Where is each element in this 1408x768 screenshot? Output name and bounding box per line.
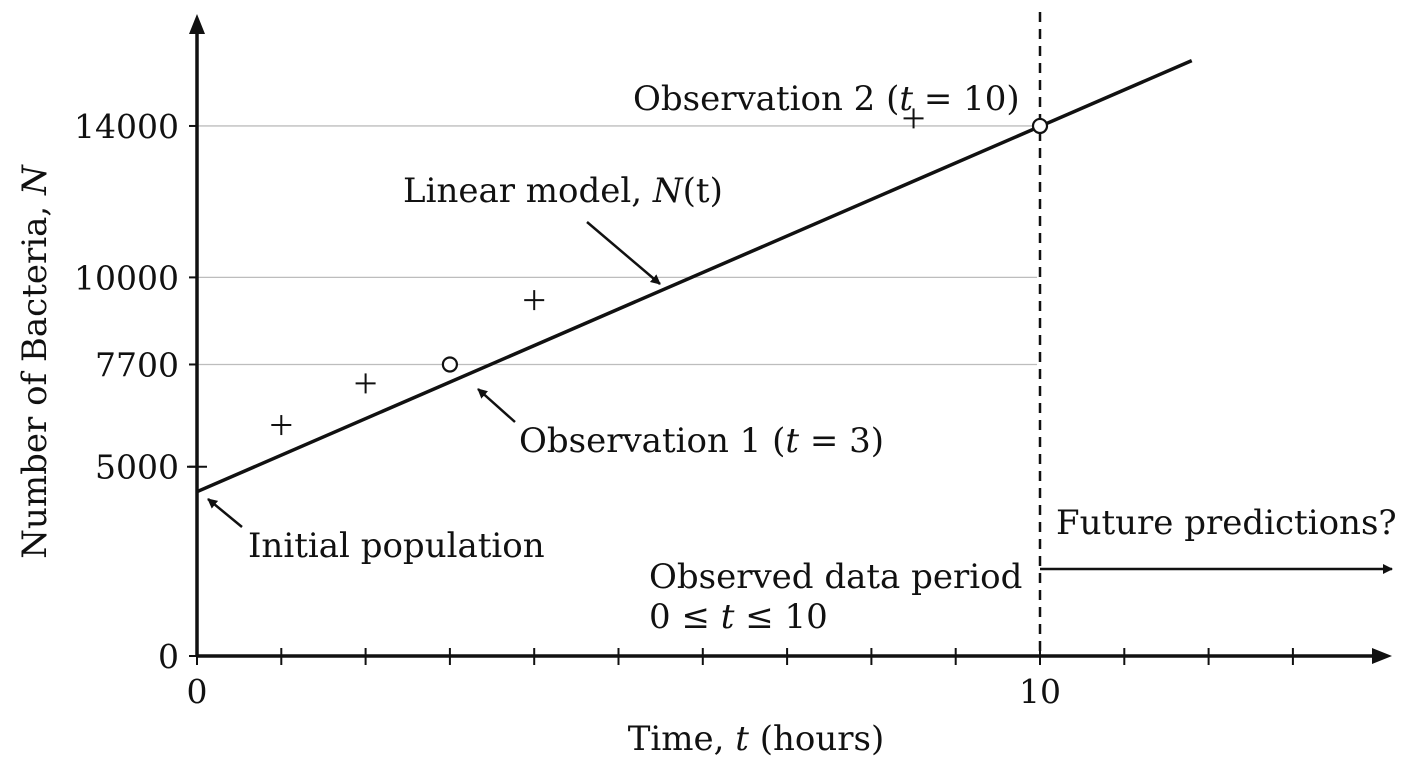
x-ticks: 0 10 [187,648,1294,711]
y-axis-arrowhead [189,14,205,34]
data-point [903,108,924,129]
observed-period-label: Observed data period [649,557,1022,597]
data-point [271,415,292,436]
data-point [187,456,207,477]
horizontal-gridlines [197,125,1037,366]
y-tick-label: 14000 [74,107,179,146]
linear-model-line [196,59,1193,494]
x-axis-arrowhead [1372,648,1392,664]
observed-period-range-label: 0 ≤ t ≤ 10 [649,597,828,637]
observation-1-arrow [477,388,516,423]
data-point [524,290,545,311]
linear-model-arrow [586,221,661,285]
y-tick-label: 0 [158,637,179,676]
data-point [355,373,376,394]
x-tick-label: 0 [187,672,208,711]
y-tick-label: 5000 [95,448,179,487]
y-ticks: 0 5000 7700 10000 14000 [74,107,197,676]
x-tick-label: 10 [1019,672,1061,711]
linear-model-label: Linear model, N(t) [403,171,723,211]
observation-2-label: Observation 2 (t = 10) [633,79,1020,119]
y-axis-label: Number of Bacteria, N [15,164,55,559]
y-tick-label: 10000 [74,258,179,297]
observation-point [441,356,458,373]
initial-population-label: Initial population [248,526,545,566]
observation-1-label: Observation 1 (t = 3) [519,421,884,461]
initial-population-arrow [207,498,243,528]
x-axis-label: Time, t (hours) [628,719,885,759]
y-tick-label: 7700 [95,345,179,384]
future-predictions-label: Future predictions? [1056,503,1397,543]
data-points [187,108,1049,477]
observation-point [1031,117,1049,135]
